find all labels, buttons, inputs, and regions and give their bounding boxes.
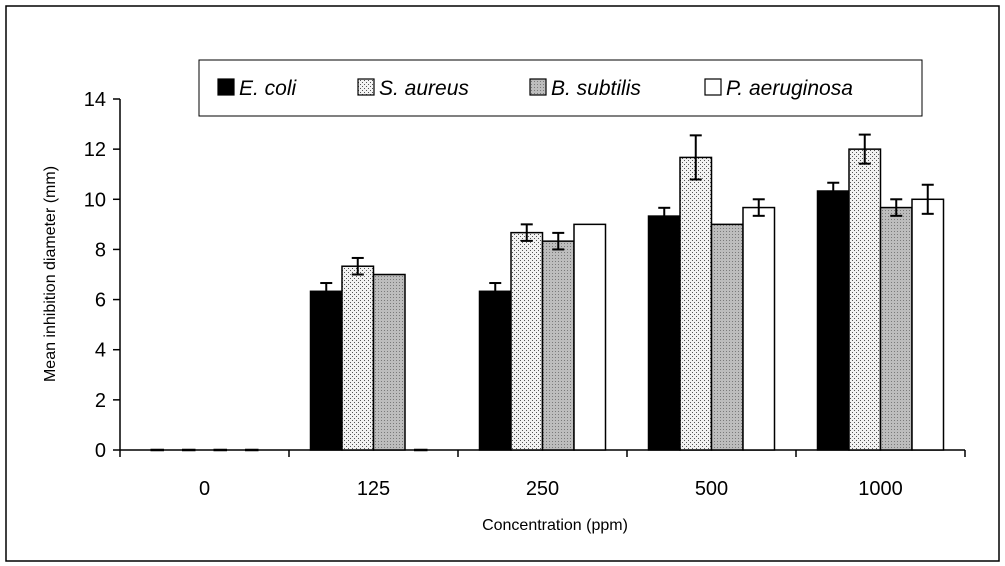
y-tick-label: 2: [95, 390, 106, 412]
y-axis-label: Mean inhibition diameter (mm): [42, 166, 59, 382]
legend-label: E. coli: [239, 77, 298, 100]
y-tick-label: 4: [95, 340, 106, 362]
x-axis-label: Concentration (ppm): [482, 517, 628, 534]
x-tick-label: 125: [357, 478, 390, 500]
bar: [573, 223, 607, 451]
bar: [478, 290, 512, 451]
bar: [848, 148, 882, 451]
x-tick-label: 0: [199, 478, 210, 500]
legend-label: P. aeruginosa: [726, 77, 853, 100]
y-tick-label: 8: [95, 239, 106, 261]
bar: [710, 223, 744, 451]
legend-swatch: [217, 78, 235, 96]
legend-label: B. subtilis: [551, 77, 641, 100]
legend-swatch: [357, 78, 375, 96]
bar: [816, 190, 850, 451]
bar: [879, 206, 913, 451]
bar: [911, 198, 945, 451]
x-tick-label: 1000: [858, 478, 903, 500]
plot-area: 0 2 4 6 8 10 12 14 0 125 250 500 1000: [84, 89, 966, 500]
y-tick-label: 0: [95, 440, 106, 462]
bar: [647, 215, 681, 451]
y-axis-title: Mean inhibition diameter (mm): [42, 166, 59, 382]
bar: [341, 265, 375, 451]
y-tick-label: 14: [84, 89, 106, 111]
legend: E. coli S. aureus B. subtilis P. aeruginosa: [198, 59, 923, 117]
legend-swatch: [529, 78, 547, 96]
x-tick-label: 500: [695, 478, 728, 500]
legend-label: S. aureus: [379, 77, 469, 100]
bar: [510, 231, 544, 451]
legend-items: E. coli S. aureus B. subtilis P. aeruginosa: [217, 77, 853, 100]
bar: [742, 206, 776, 451]
bar: [372, 273, 406, 451]
y-tick-label: 6: [95, 290, 106, 312]
y-tick-label: 12: [84, 139, 106, 161]
legend-box: [198, 59, 923, 117]
y-tick-label: 10: [84, 189, 106, 211]
bar: [309, 290, 343, 451]
bar: [679, 156, 713, 451]
legend-swatch: [704, 78, 722, 96]
bar: [541, 240, 575, 451]
x-tick-label: 250: [526, 478, 559, 500]
